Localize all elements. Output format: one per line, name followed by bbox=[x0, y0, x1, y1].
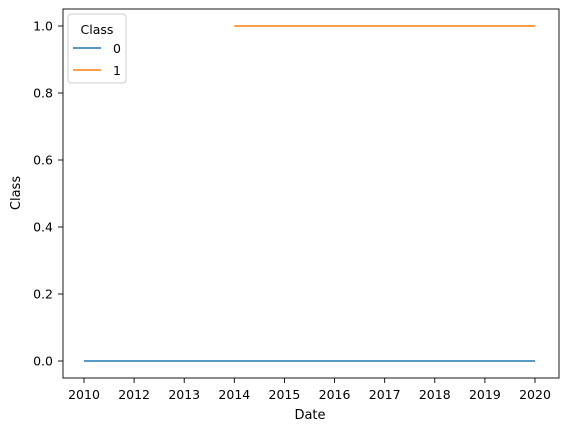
y-tick-label: 0.0 bbox=[33, 354, 53, 369]
x-tick-label: 2019 bbox=[469, 387, 501, 402]
legend-title: Class bbox=[81, 22, 114, 37]
legend-label-1: 1 bbox=[113, 63, 121, 78]
x-tick-label: 2017 bbox=[369, 387, 401, 402]
y-tick-label: 0.8 bbox=[33, 86, 53, 101]
x-tick-label: 2020 bbox=[519, 387, 551, 402]
x-axis: 2010 2012 2013 2014 2015 2016 2017 2018 2019 2020 bbox=[68, 378, 551, 402]
series-layer bbox=[84, 25, 535, 362]
y-tick-label: 0.2 bbox=[33, 287, 53, 302]
x-axis-label: Date bbox=[294, 408, 325, 423]
legend: Class 0 1 bbox=[67, 13, 127, 84]
x-tick-label: 2016 bbox=[319, 387, 351, 402]
y-tick-label: 0.6 bbox=[33, 153, 53, 168]
x-tick-label: 2014 bbox=[218, 387, 250, 402]
x-tick-label: 2012 bbox=[118, 387, 150, 402]
y-tick-label: 0.4 bbox=[33, 220, 53, 235]
plot-area bbox=[62, 8, 560, 379]
x-tick-label: 2015 bbox=[269, 387, 301, 402]
y-axis-label: Class bbox=[9, 176, 24, 210]
x-tick-label: 2013 bbox=[168, 387, 200, 402]
x-tick-label: 2018 bbox=[419, 387, 451, 402]
y-tick-label: 1.0 bbox=[33, 19, 53, 34]
x-tick-label: 2010 bbox=[68, 387, 100, 402]
legend-label-0: 0 bbox=[113, 41, 121, 56]
y-axis: 0.0 0.2 0.4 0.6 0.8 1.0 bbox=[33, 19, 63, 369]
